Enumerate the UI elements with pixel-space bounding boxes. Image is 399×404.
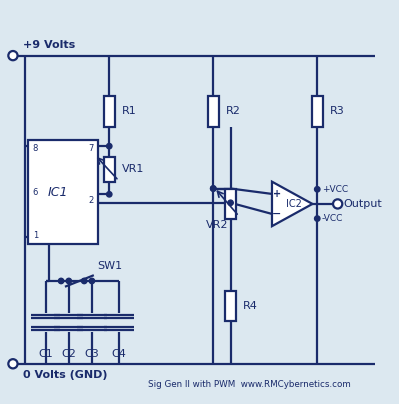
Circle shape	[228, 200, 233, 206]
Circle shape	[8, 359, 18, 368]
Circle shape	[107, 143, 112, 149]
Text: 0 Volts (GND): 0 Volts (GND)	[23, 370, 107, 380]
Circle shape	[333, 199, 342, 208]
Text: +: +	[273, 189, 281, 199]
Text: 7: 7	[88, 144, 93, 154]
Text: R4: R4	[243, 301, 258, 311]
Polygon shape	[272, 182, 312, 226]
Text: R2: R2	[226, 107, 241, 116]
Bar	[104, 96, 115, 127]
Text: Sig Gen II with PWM  www.RMCybernetics.com: Sig Gen II with PWM www.RMCybernetics.co…	[148, 381, 350, 389]
Circle shape	[8, 51, 18, 60]
Text: -VCC: -VCC	[322, 214, 343, 223]
Circle shape	[81, 278, 87, 284]
Circle shape	[314, 216, 320, 221]
Circle shape	[107, 191, 112, 197]
Text: 6: 6	[33, 188, 38, 197]
Circle shape	[314, 187, 320, 192]
Text: R1: R1	[122, 107, 137, 116]
Text: C3: C3	[85, 349, 99, 359]
Text: SW1: SW1	[98, 261, 123, 271]
Bar	[225, 189, 236, 219]
Text: +9 Volts: +9 Volts	[23, 40, 75, 50]
Bar	[208, 96, 219, 127]
Text: 1: 1	[33, 231, 38, 240]
Text: C1: C1	[38, 349, 53, 359]
Text: +VCC: +VCC	[322, 185, 348, 194]
Text: 8: 8	[33, 144, 38, 154]
Text: VR2: VR2	[205, 220, 228, 230]
Circle shape	[89, 278, 95, 284]
Bar	[28, 140, 98, 244]
Text: C2: C2	[61, 349, 76, 359]
Text: IC2: IC2	[286, 199, 302, 209]
Text: −: −	[272, 209, 282, 219]
Text: R3: R3	[330, 107, 345, 116]
Text: VR1: VR1	[122, 164, 144, 174]
Text: IC1: IC1	[47, 186, 68, 199]
Circle shape	[211, 186, 216, 191]
Bar	[104, 157, 115, 182]
Text: 2: 2	[88, 196, 93, 205]
Text: C4: C4	[111, 349, 126, 359]
Circle shape	[211, 186, 216, 191]
Circle shape	[58, 278, 64, 284]
Circle shape	[66, 278, 71, 284]
Bar	[225, 290, 236, 322]
Bar	[312, 96, 323, 127]
Text: Output: Output	[344, 199, 382, 209]
